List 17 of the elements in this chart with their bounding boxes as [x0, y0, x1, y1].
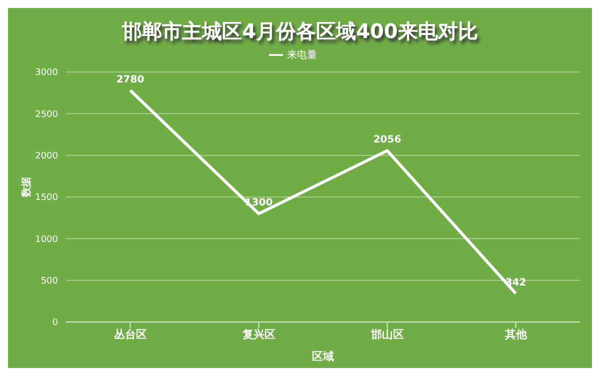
data-label: 2056 — [373, 134, 402, 146]
y-tick-label: 1000 — [35, 234, 58, 245]
legend-label: 来电量 — [287, 50, 317, 61]
y-tick-label: 0 — [52, 318, 58, 328]
y-tick-label: 3000 — [35, 68, 58, 78]
y-tick-label: 2500 — [35, 110, 58, 120]
y-tick-label: 1500 — [35, 193, 58, 204]
y-tick-label: 2000 — [35, 152, 58, 162]
y-tick-label: 500 — [40, 276, 58, 287]
x-tick-label: 复兴区 — [241, 328, 276, 341]
x-tick-label: 其他 — [504, 328, 528, 341]
y-axis-title: 数据 — [20, 177, 33, 198]
x-tick-label: 丛台区 — [112, 328, 147, 341]
data-label: 2780 — [116, 74, 144, 86]
chart-title: 邯郸市主城区4月份各区域400来电对比 — [120, 18, 479, 45]
x-tick-label: 邯山区 — [370, 328, 404, 341]
x-axis-title: 区域 — [312, 350, 334, 363]
